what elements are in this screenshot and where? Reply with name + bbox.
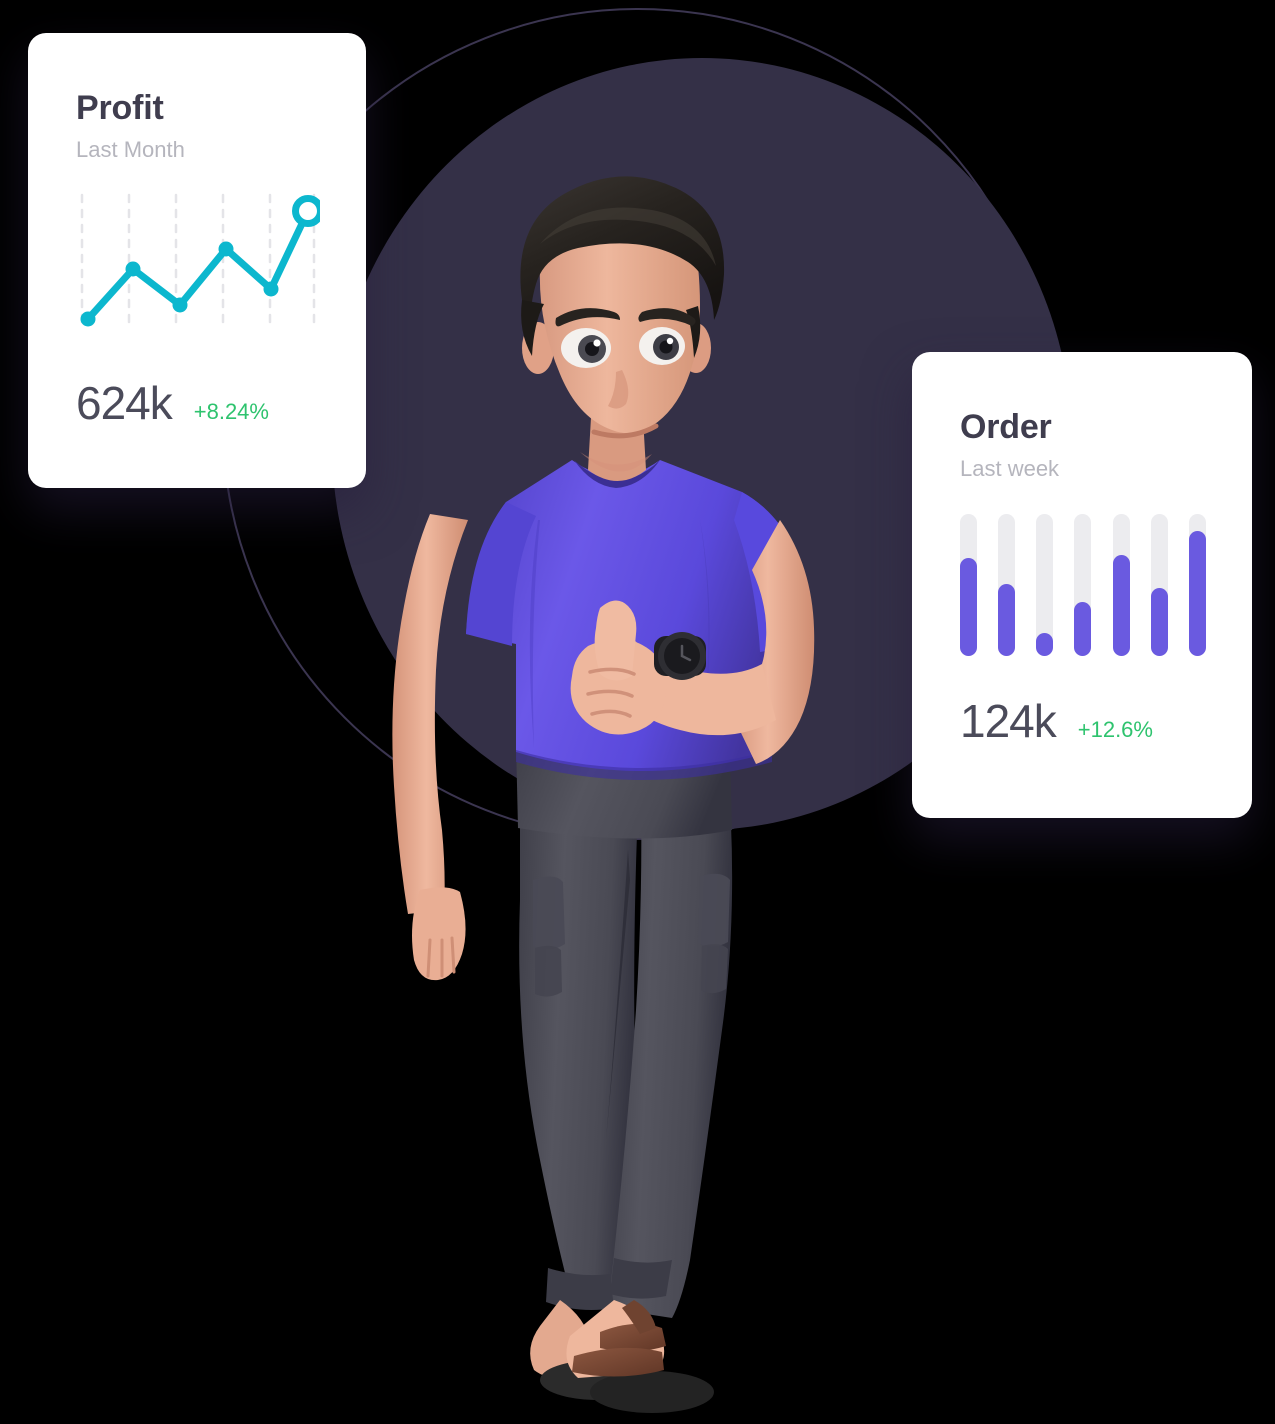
character-head [520, 176, 725, 472]
order-value: 124k [960, 695, 1057, 747]
character-left-arm [392, 514, 468, 981]
profit-line-chart [76, 191, 320, 333]
order-bar-track [1188, 514, 1206, 656]
order-bar-chart [960, 514, 1206, 656]
character-right-arm-thumbs-up [570, 520, 815, 764]
order-card-footer: 124k +12.6% [960, 698, 1153, 744]
order-bar-fill [1036, 633, 1054, 656]
order-bar-track [998, 514, 1016, 656]
order-bar-fill [998, 583, 1016, 656]
character-sandals [530, 1300, 714, 1413]
order-bar-track [1074, 514, 1092, 656]
order-bar-fill [1074, 602, 1092, 656]
order-card-subtitle: Last week [960, 456, 1060, 481]
order-bar-track [1150, 514, 1168, 656]
order-bar-fill [1188, 531, 1206, 656]
order-bar-fill [960, 558, 977, 656]
order-bar-fill [1112, 555, 1130, 656]
order-delta-badge: +12.6% [1077, 717, 1153, 742]
profit-line-chart-svg [80, 193, 320, 331]
profit-card-subtitle: Last Month [76, 137, 185, 162]
order-bar-track [960, 514, 977, 656]
profit-chart-gridlines [80, 193, 316, 331]
profit-chart-markers [80, 241, 279, 327]
character-pants [516, 733, 733, 1318]
order-card[interactable]: Order Last week 124k +12.6% [912, 352, 1252, 818]
profit-card-title: Profit [76, 89, 164, 127]
profit-card-footer: 624k +8.24% [76, 380, 269, 426]
profit-value: 624k [76, 377, 173, 429]
order-bar-track [1036, 514, 1054, 656]
profit-chart-line [84, 207, 312, 323]
order-bar-fill [1150, 587, 1168, 656]
order-card-title: Order [960, 408, 1052, 446]
order-bar-track [1112, 514, 1130, 656]
profit-card[interactable]: Profit Last Month [28, 33, 366, 488]
profit-delta-badge: +8.24% [193, 399, 269, 424]
profit-chart-last-marker [292, 195, 320, 227]
